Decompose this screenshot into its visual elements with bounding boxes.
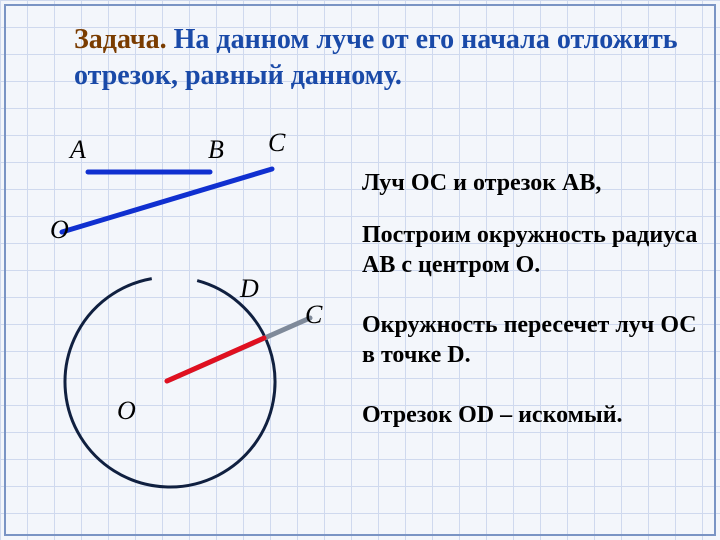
label-C-bottom: C xyxy=(305,300,322,330)
explain-line-1: Луч ОС и отрезок АВ, xyxy=(362,168,708,198)
explain-line-2: Построим окружность радиуса АВ с центром… xyxy=(362,220,708,280)
circle-O xyxy=(65,279,275,487)
geometry-diagram: A B C O O D C xyxy=(10,120,370,520)
ray-OC-top xyxy=(62,169,272,232)
label-D: D xyxy=(240,274,259,304)
explain-line-4: Отрезок ОD – искомый. xyxy=(362,400,708,430)
label-O-top: O xyxy=(50,215,69,245)
segment-OD xyxy=(167,338,264,381)
label-B: B xyxy=(208,135,224,165)
title-task-word: Задача. xyxy=(74,24,167,55)
content: Задача. На данном луче от его начала отл… xyxy=(0,0,720,540)
label-A: A xyxy=(70,135,86,165)
explain-line-3: Окружность пересечет луч ОС в точке D. xyxy=(362,310,708,370)
label-C-top: C xyxy=(268,128,285,158)
label-O-bottom: O xyxy=(117,396,136,426)
problem-title: Задача. На данном луче от его начала отл… xyxy=(74,22,690,95)
